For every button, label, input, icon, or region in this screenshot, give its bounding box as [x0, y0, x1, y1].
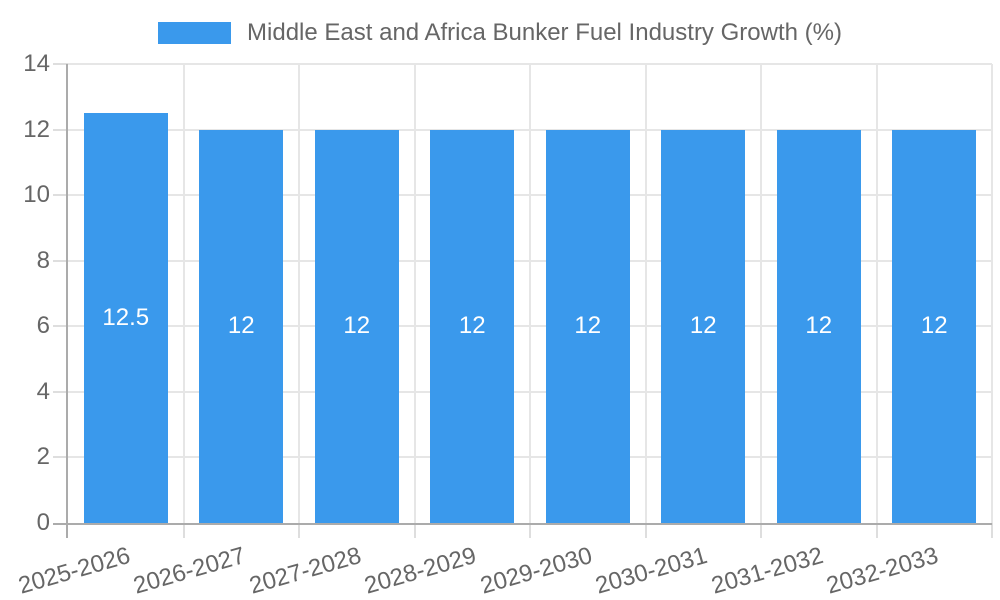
- bar-value-label: 12: [227, 312, 255, 340]
- v-gridline: [182, 64, 185, 523]
- y-axis-tick: [53, 259, 68, 262]
- x-axis-tick-label: 2027-2028: [246, 542, 365, 600]
- x-axis-tick: [875, 523, 878, 538]
- y-axis-tick-label: 14: [23, 50, 50, 77]
- y-axis-tick: [53, 194, 68, 197]
- bar[interactable]: [83, 113, 168, 523]
- bar-value-label: 12: [805, 312, 833, 340]
- v-gridline: [644, 64, 647, 523]
- bar-value-label: 12: [920, 312, 948, 340]
- x-axis-tick: [413, 523, 416, 538]
- v-gridline: [529, 64, 531, 523]
- x-axis-tick-label: 2030-2031: [592, 542, 711, 600]
- bar-value-label: 12: [689, 312, 717, 340]
- v-gridline: [298, 64, 300, 523]
- bar[interactable]: [430, 129, 515, 523]
- y-axis-tick-label: 6: [36, 312, 50, 340]
- y-axis-tick: [53, 456, 68, 459]
- x-axis-tick: [760, 523, 762, 538]
- y-axis-line: [66, 64, 68, 538]
- bar-value-label: 12: [574, 312, 602, 340]
- v-gridline: [991, 64, 993, 523]
- bar[interactable]: [199, 129, 284, 523]
- bar[interactable]: [545, 129, 630, 523]
- bar[interactable]: [892, 129, 977, 523]
- bar[interactable]: [314, 129, 399, 523]
- x-axis-tick-label: 2026-2027: [130, 542, 249, 600]
- x-axis-tick: [991, 523, 993, 538]
- x-axis-tick-label: 2029-2030: [477, 542, 596, 600]
- y-axis-tick: [53, 128, 68, 131]
- x-axis-tick-label: 2031-2032: [708, 542, 827, 600]
- x-axis-tick: [298, 523, 300, 538]
- bar-value-label: 12: [343, 312, 371, 340]
- x-axis-tick: [644, 523, 647, 538]
- x-axis-tick-label: 2032-2033: [823, 542, 942, 600]
- y-axis-tick: [53, 63, 68, 65]
- y-axis-tick-label: 2: [36, 443, 50, 471]
- x-axis-tick: [182, 523, 185, 538]
- y-axis-tick: [53, 390, 68, 393]
- v-gridline: [875, 64, 878, 523]
- bar[interactable]: [661, 129, 746, 523]
- bar-value-label: 12: [458, 312, 486, 340]
- bar-value-label: 12.5: [102, 304, 150, 332]
- bar[interactable]: [776, 129, 861, 523]
- y-axis-tick: [53, 325, 68, 328]
- y-axis-tick-label: 10: [23, 181, 50, 209]
- y-axis-tick-label: 12: [23, 115, 50, 143]
- x-axis-tick: [529, 523, 531, 538]
- x-axis-line: [53, 523, 992, 525]
- chart-legend[interactable]: Middle East and Africa Bunker Fuel Indus…: [0, 20, 1000, 46]
- x-axis-tick-label: 2025-2026: [15, 542, 134, 600]
- y-axis-tick-label: 8: [36, 246, 50, 274]
- y-axis-tick-label: 4: [36, 377, 50, 405]
- legend-swatch: [158, 22, 232, 44]
- legend-label: Middle East and Africa Bunker Fuel Indus…: [247, 19, 842, 46]
- v-gridline: [760, 64, 762, 523]
- v-gridline: [413, 64, 416, 523]
- x-axis-tick-label: 2028-2029: [361, 542, 480, 600]
- y-axis-tick-label: 0: [36, 509, 50, 536]
